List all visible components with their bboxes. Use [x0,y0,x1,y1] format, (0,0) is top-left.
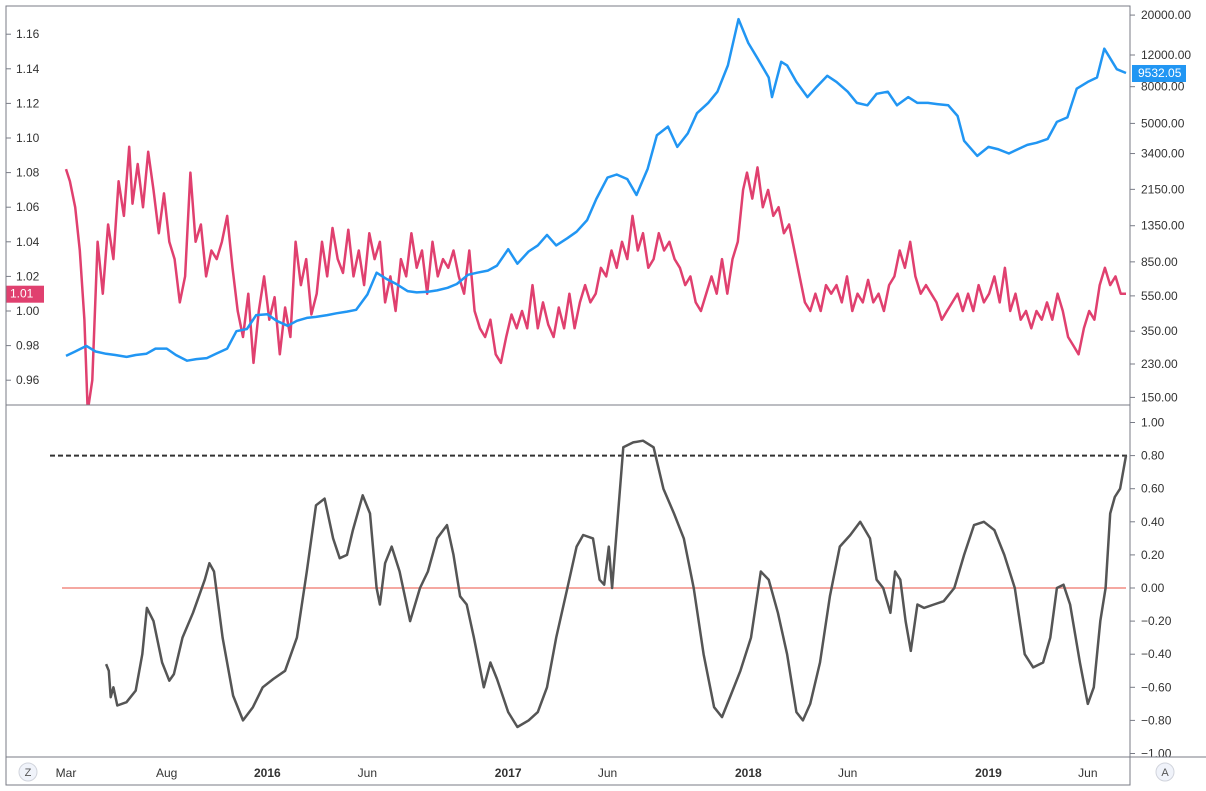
time-axis-label: 2017 [495,766,522,780]
right-tick-label: 850.00 [1141,255,1178,269]
left-tick-label: 1.10 [16,131,40,145]
left-tick-label: 1.12 [16,96,40,110]
indicator-tick-label: −1.00 [1141,747,1172,761]
right-tick-label: 8000.00 [1141,80,1185,94]
right-tick-label: 12000.00 [1141,48,1191,62]
right-tick-label: 2150.00 [1141,182,1185,196]
left-tick-label: 1.02 [16,269,40,283]
right-tick-label: 20000.00 [1141,8,1191,22]
indicator-tick-label: 0.20 [1141,548,1165,562]
time-axis-label: Jun [838,766,857,780]
blue-price-series-line [65,17,1127,362]
right-tick-label: 350.00 [1141,324,1178,338]
time-axis-label: Jun [358,766,377,780]
right-tick-label: 550.00 [1141,289,1178,303]
correlation-indicator-line [104,439,1128,729]
right-tick-label: 150.00 [1141,390,1178,404]
indicator-tick-label: 0.60 [1141,482,1165,496]
zoom-control[interactable]: Z [18,762,38,782]
left-tick-label: 1.00 [16,304,40,318]
left-tick-label: 1.06 [16,200,40,214]
left-tick-label: 1.08 [16,166,40,180]
indicator-tick-label: 0.40 [1141,515,1165,529]
time-axis-label: 2019 [975,766,1002,780]
zoom-button[interactable]: Z [25,767,32,779]
time-axis-label: 2016 [254,766,281,780]
left-tick-label: 1.04 [16,235,40,249]
price-pane-area[interactable] [6,6,1130,404]
left-tick-label: 0.98 [16,339,40,353]
left-tick-label: 1.16 [16,27,40,41]
auto-scale-button-circle[interactable] [1155,762,1175,782]
time-axis-label: Jun [1078,766,1097,780]
right-tick-label: 3400.00 [1141,147,1185,161]
indicator-tick-label: −0.40 [1141,647,1172,661]
indicator-tick-label: −0.20 [1141,614,1172,628]
red-last-value-tag-box [6,285,44,303]
time-axis-label: Mar [56,766,77,780]
right-tick-label: 230.00 [1141,357,1178,371]
pane-borders [5,5,1206,786]
price-left-axis: 0.96 0.98 1.00 1.02 1.04 1.06 1.08 1.10 1.12 1.14… [6,27,40,387]
indicator-tick-label: 0.80 [1141,449,1165,463]
right-tick-label: 1350.00 [1141,219,1185,233]
indicator-right-axis[interactable]: −1.00 −0.80 −0.60 −0.40 −0.20 0.00 0.20 0.40 0.6… [1130,416,1172,761]
pink-ratio-series-line [64,145,1126,413]
zoom-button-circle[interactable] [18,762,38,782]
indicator-tick-label: 0.00 [1141,581,1165,595]
auto-scale-control[interactable]: A [1155,762,1175,782]
auto-scale-button[interactable]: A [1161,767,1169,779]
time-axis-label: Jun [598,766,617,780]
time-axis-label: 2018 [735,766,762,780]
left-tick-label: 1.14 [16,62,40,76]
time-axis-label: Aug [156,766,177,780]
blue-last-value-tag-box [1132,64,1186,82]
indicator-tick-label: −0.80 [1141,713,1172,727]
price-panel[interactable]: 0.96 0.98 1.00 1.02 1.04 1.06 1.08 1.10 1.12 1.14… [6,6,1191,413]
indicator-panel[interactable]: −1.00 −0.80 −0.60 −0.40 −0.20 0.00 0.20 0.40 0.6… [6,405,1172,761]
blue-last-value-label: 9532.05 [1138,66,1182,80]
time-axis[interactable]: Mar Aug 2016 Jun 2017 Jun 2018 Jun 2019 Jun [56,766,1098,780]
right-tick-label: 5000.00 [1141,116,1185,130]
red-last-value-label: 1.01 [10,287,34,301]
price-right-axis[interactable]: 150.00 230.00 350.00 550.00 850.00 1350.00 215… [1130,8,1191,404]
indicator-tick-label: 1.00 [1141,416,1165,430]
blue-last-value-tag: 9532.05 [1132,64,1186,82]
left-tick-label: 0.96 [16,373,40,387]
red-last-value-tag: 1.01 [6,285,44,303]
indicator-tick-label: −0.60 [1141,680,1172,694]
